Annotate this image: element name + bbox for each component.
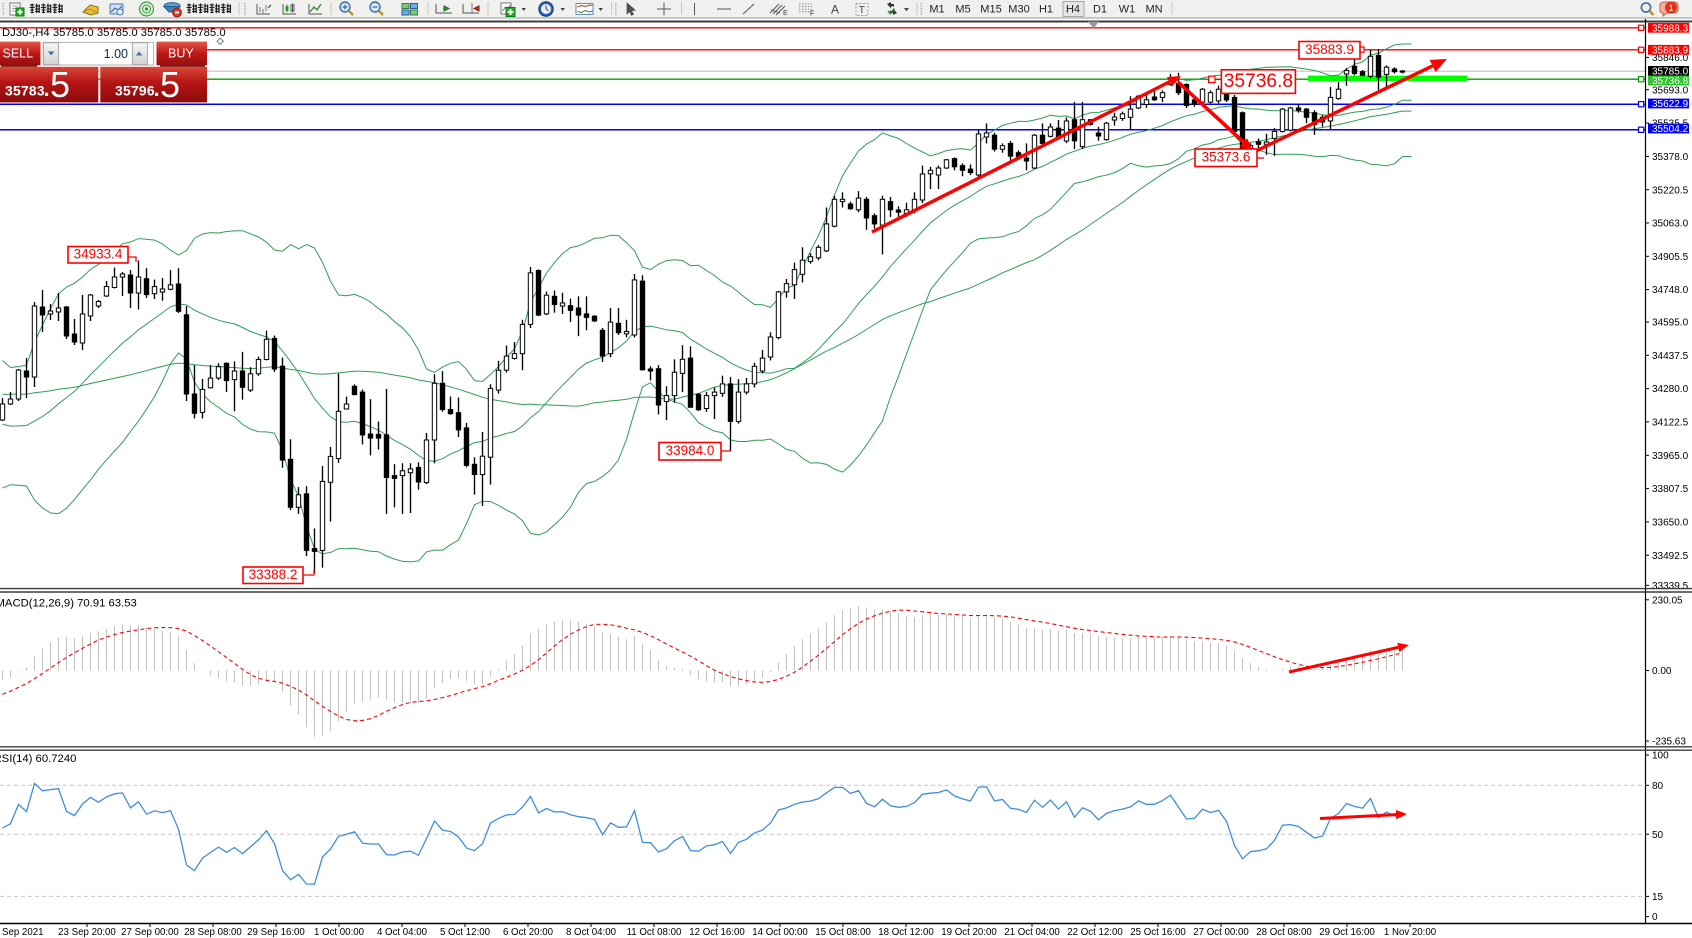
svg-text:35883.9: 35883.9 [1305, 42, 1354, 57]
svg-text:35063.0: 35063.0 [1652, 219, 1689, 230]
svg-text:MN: MN [1145, 4, 1162, 16]
svg-text:35783: 35783 [5, 84, 45, 99]
svg-text:33984.0: 33984.0 [666, 443, 715, 458]
svg-text:H1: H1 [1039, 4, 1053, 16]
svg-text:35504.2: 35504.2 [1652, 124, 1689, 135]
svg-text:15 Oct 08:00: 15 Oct 08:00 [815, 927, 871, 938]
svg-text:MACD(12,26,9) 70.91 63.53: MACD(12,26,9) 70.91 63.53 [0, 598, 137, 610]
svg-text:11 Oct 08:00: 11 Oct 08:00 [627, 927, 682, 938]
svg-text:0.00: 0.00 [1652, 666, 1672, 677]
svg-text:230.05: 230.05 [1652, 595, 1683, 606]
svg-text:6 Oct 20:00: 6 Oct 20:00 [503, 927, 554, 938]
svg-text:M15: M15 [980, 4, 1001, 16]
svg-text:M5: M5 [955, 4, 970, 16]
svg-text:D1: D1 [1093, 4, 1107, 16]
svg-text:35846.0: 35846.0 [1652, 53, 1689, 64]
svg-text:33492.5: 33492.5 [1652, 551, 1689, 562]
svg-text:100: 100 [1652, 751, 1669, 762]
svg-text:DJ30-,H4 35785.0 35785.0 3578: DJ30-,H4 35785.0 35785.0 35785.0 35785.0 [2, 27, 226, 39]
svg-text:35736.8: 35736.8 [1652, 76, 1689, 87]
svg-text:33650.0: 33650.0 [1652, 518, 1689, 529]
svg-text:F: F [810, 11, 814, 18]
svg-text:5: 5 [160, 64, 180, 105]
svg-text:A: A [831, 3, 839, 17]
svg-text:29 Oct 16:00: 29 Oct 16:00 [1319, 927, 1375, 938]
svg-text:5 Oct 12:00: 5 Oct 12:00 [440, 927, 491, 938]
svg-text:35378.0: 35378.0 [1652, 152, 1689, 163]
svg-text:14 Oct 00:00: 14 Oct 00:00 [752, 927, 808, 938]
svg-text:34905.5: 34905.5 [1652, 252, 1689, 263]
svg-text:19 Oct 20:00: 19 Oct 20:00 [941, 927, 997, 938]
svg-text:E: E [783, 10, 788, 17]
svg-text:35373.6: 35373.6 [1202, 150, 1251, 165]
svg-text:34933.4: 34933.4 [74, 246, 123, 261]
svg-text:1: 1 [1668, 3, 1673, 14]
svg-text:35220.5: 35220.5 [1652, 185, 1689, 196]
svg-text:34595.0: 34595.0 [1652, 318, 1689, 329]
svg-text:35622.9: 35622.9 [1652, 99, 1689, 110]
svg-text:29 Sep 16:00: 29 Sep 16:00 [247, 927, 305, 938]
svg-text:21 Oct 04:00: 21 Oct 04:00 [1004, 927, 1060, 938]
svg-text:35796: 35796 [115, 84, 155, 99]
svg-text:0: 0 [1652, 912, 1658, 923]
svg-text:35883.9: 35883.9 [1652, 45, 1689, 56]
svg-text:SELL: SELL [3, 47, 34, 61]
svg-text:27 Oct 00:00: 27 Oct 00:00 [1193, 927, 1249, 938]
svg-text:RSI(14) 60.7240: RSI(14) 60.7240 [0, 753, 76, 765]
svg-text:.: . [44, 76, 50, 101]
svg-text:35736.8: 35736.8 [1224, 71, 1293, 92]
svg-text:27 Sep 00:00: 27 Sep 00:00 [121, 927, 179, 938]
svg-text:80: 80 [1652, 781, 1664, 792]
svg-text:23 Sep 20:00: 23 Sep 20:00 [58, 927, 116, 938]
svg-text:-235.63: -235.63 [1652, 737, 1686, 748]
svg-text:25 Oct 16:00: 25 Oct 16:00 [1130, 927, 1186, 938]
svg-text:W1: W1 [1119, 4, 1136, 16]
svg-text:H4: H4 [1066, 4, 1080, 16]
svg-text:15: 15 [1652, 892, 1664, 903]
svg-text:33807.5: 33807.5 [1652, 484, 1689, 495]
svg-text:28 Oct 08:00: 28 Oct 08:00 [1256, 927, 1312, 938]
svg-text:35988.3: 35988.3 [1652, 23, 1689, 34]
svg-text:M30: M30 [1008, 4, 1029, 16]
svg-text:1 Nov 20:00: 1 Nov 20:00 [1384, 927, 1437, 938]
svg-text:Sep 2021: Sep 2021 [2, 927, 43, 938]
svg-text:4 Oct 04:00: 4 Oct 04:00 [377, 927, 428, 938]
svg-text:22 Oct 12:00: 22 Oct 12:00 [1067, 927, 1123, 938]
svg-text:T: T [859, 5, 865, 16]
svg-text:8 Oct 04:00: 8 Oct 04:00 [566, 927, 617, 938]
svg-text:BUY: BUY [168, 47, 194, 61]
svg-text:34122.5: 34122.5 [1652, 418, 1689, 429]
svg-text:34748.0: 34748.0 [1652, 285, 1689, 296]
svg-text:12 Oct 16:00: 12 Oct 16:00 [689, 927, 745, 938]
svg-text:1.00: 1.00 [104, 47, 128, 61]
svg-text:33965.0: 33965.0 [1652, 451, 1689, 462]
svg-text:33339.5: 33339.5 [1652, 581, 1689, 592]
svg-text:.: . [154, 76, 160, 101]
svg-text:34437.5: 34437.5 [1652, 351, 1689, 362]
svg-text:35693.0: 35693.0 [1652, 85, 1689, 96]
svg-text:1 Oct 00:00: 1 Oct 00:00 [314, 927, 365, 938]
svg-text:34280.0: 34280.0 [1652, 384, 1689, 395]
svg-text:33388.2: 33388.2 [249, 567, 298, 582]
svg-text:5: 5 [50, 64, 70, 105]
svg-text:35785.0: 35785.0 [1652, 67, 1689, 78]
svg-text:18 Oct 12:00: 18 Oct 12:00 [878, 927, 934, 938]
svg-text:50: 50 [1652, 830, 1664, 841]
svg-text:M1: M1 [929, 4, 944, 16]
svg-text:28 Sep 08:00: 28 Sep 08:00 [184, 927, 242, 938]
